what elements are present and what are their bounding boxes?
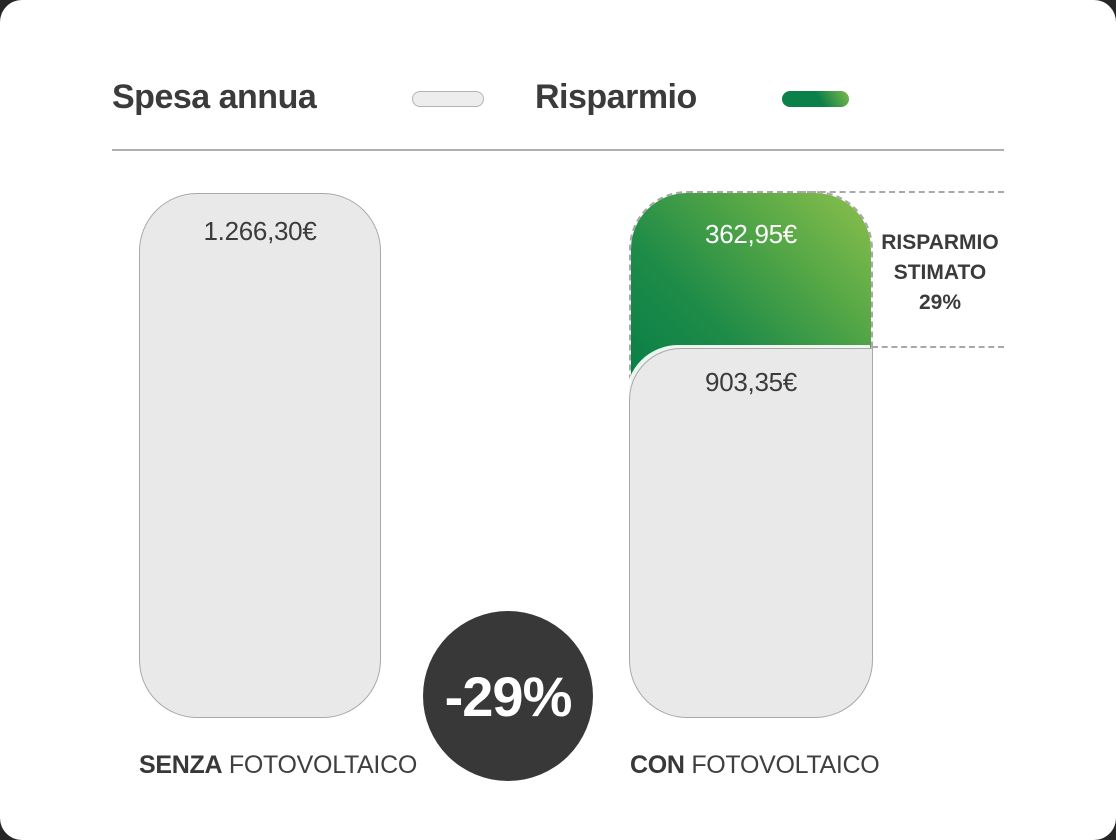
category-label-senza-bold: SENZA (139, 751, 223, 779)
divider (112, 149, 1004, 151)
legend-label-spesa-annua: Spesa annua (112, 78, 317, 116)
category-label-senza: SENZA FOTOVOLTAICO (139, 751, 417, 780)
value-senza-total: 1.266,30€ (203, 216, 317, 246)
bar-con-spesa-segment: 903,35€ (629, 348, 873, 718)
category-label-senza-rest: FOTOVOLTAICO (228, 751, 417, 779)
dashed-guide-bottom (872, 346, 1004, 348)
category-label-con-rest: FOTOVOLTAICO (691, 751, 880, 779)
value-con-risparmio: 362,95€ (705, 219, 797, 249)
spesa-annua-swatch-icon (412, 91, 484, 107)
category-label-con: CON FOTOVOLTAICO (630, 751, 880, 780)
legend-label-risparmio: Risparmio (535, 78, 697, 116)
badge-label: -29% (444, 664, 573, 728)
annotation-line-3: 29% (918, 291, 962, 314)
annotation-line-1: RISPARMIO (881, 231, 999, 254)
risparmio-swatch-icon (782, 91, 849, 107)
value-con-spesa: 903,35€ (705, 367, 797, 397)
bar-senza-fotovoltaico: 1.266,30€ (139, 193, 381, 718)
risparmio-stimato-annotation: RISPARMIO STIMATO 29% (874, 228, 1006, 318)
percent-saving-badge: -29% (423, 611, 593, 781)
dashed-guide-top (800, 191, 1004, 193)
category-label-con-bold: CON (630, 751, 685, 779)
annotation-line-2: STIMATO (893, 261, 987, 284)
